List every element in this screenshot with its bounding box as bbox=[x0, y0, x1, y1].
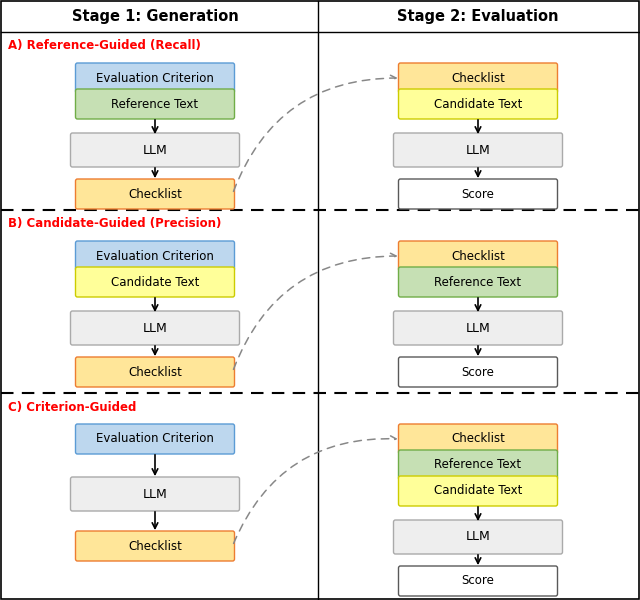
FancyBboxPatch shape bbox=[399, 357, 557, 387]
FancyBboxPatch shape bbox=[76, 89, 234, 119]
Text: Stage 2: Evaluation: Stage 2: Evaluation bbox=[397, 8, 559, 23]
FancyBboxPatch shape bbox=[399, 89, 557, 119]
FancyBboxPatch shape bbox=[76, 357, 234, 387]
FancyBboxPatch shape bbox=[399, 450, 557, 480]
Text: LLM: LLM bbox=[466, 530, 490, 544]
FancyBboxPatch shape bbox=[76, 424, 234, 454]
Text: Stage 1: Generation: Stage 1: Generation bbox=[72, 8, 238, 23]
Text: Evaluation Criterion: Evaluation Criterion bbox=[96, 250, 214, 263]
FancyBboxPatch shape bbox=[70, 311, 239, 345]
Text: Evaluation Criterion: Evaluation Criterion bbox=[96, 433, 214, 445]
Text: Checklist: Checklist bbox=[451, 71, 505, 85]
Text: Candidate Text: Candidate Text bbox=[111, 275, 199, 289]
Text: Checklist: Checklist bbox=[128, 187, 182, 200]
Text: LLM: LLM bbox=[466, 322, 490, 335]
Text: Reference Text: Reference Text bbox=[435, 275, 522, 289]
Text: C) Criterion-Guided: C) Criterion-Guided bbox=[8, 401, 136, 413]
FancyBboxPatch shape bbox=[399, 241, 557, 271]
FancyBboxPatch shape bbox=[76, 63, 234, 93]
Text: Score: Score bbox=[461, 365, 495, 379]
Text: LLM: LLM bbox=[143, 487, 168, 500]
FancyBboxPatch shape bbox=[76, 267, 234, 297]
FancyBboxPatch shape bbox=[399, 424, 557, 454]
Text: Checklist: Checklist bbox=[128, 539, 182, 553]
Text: Reference Text: Reference Text bbox=[111, 97, 198, 110]
FancyBboxPatch shape bbox=[76, 531, 234, 561]
Text: LLM: LLM bbox=[143, 143, 168, 157]
FancyBboxPatch shape bbox=[394, 520, 563, 554]
Text: B) Candidate-Guided (Precision): B) Candidate-Guided (Precision) bbox=[8, 217, 221, 230]
Text: Candidate Text: Candidate Text bbox=[434, 485, 522, 497]
FancyBboxPatch shape bbox=[399, 179, 557, 209]
FancyBboxPatch shape bbox=[399, 566, 557, 596]
Text: Checklist: Checklist bbox=[451, 433, 505, 445]
FancyBboxPatch shape bbox=[76, 179, 234, 209]
Text: Score: Score bbox=[461, 187, 495, 200]
Text: Checklist: Checklist bbox=[128, 365, 182, 379]
FancyBboxPatch shape bbox=[399, 267, 557, 297]
Text: Checklist: Checklist bbox=[451, 250, 505, 263]
FancyBboxPatch shape bbox=[399, 63, 557, 93]
Text: Reference Text: Reference Text bbox=[435, 458, 522, 472]
FancyBboxPatch shape bbox=[394, 133, 563, 167]
FancyBboxPatch shape bbox=[70, 477, 239, 511]
Text: LLM: LLM bbox=[143, 322, 168, 335]
Text: LLM: LLM bbox=[466, 143, 490, 157]
Text: Score: Score bbox=[461, 575, 495, 587]
FancyBboxPatch shape bbox=[70, 133, 239, 167]
FancyBboxPatch shape bbox=[394, 311, 563, 345]
FancyBboxPatch shape bbox=[76, 241, 234, 271]
Text: A) Reference-Guided (Recall): A) Reference-Guided (Recall) bbox=[8, 40, 201, 52]
Text: Evaluation Criterion: Evaluation Criterion bbox=[96, 71, 214, 85]
FancyBboxPatch shape bbox=[399, 476, 557, 506]
Text: Candidate Text: Candidate Text bbox=[434, 97, 522, 110]
